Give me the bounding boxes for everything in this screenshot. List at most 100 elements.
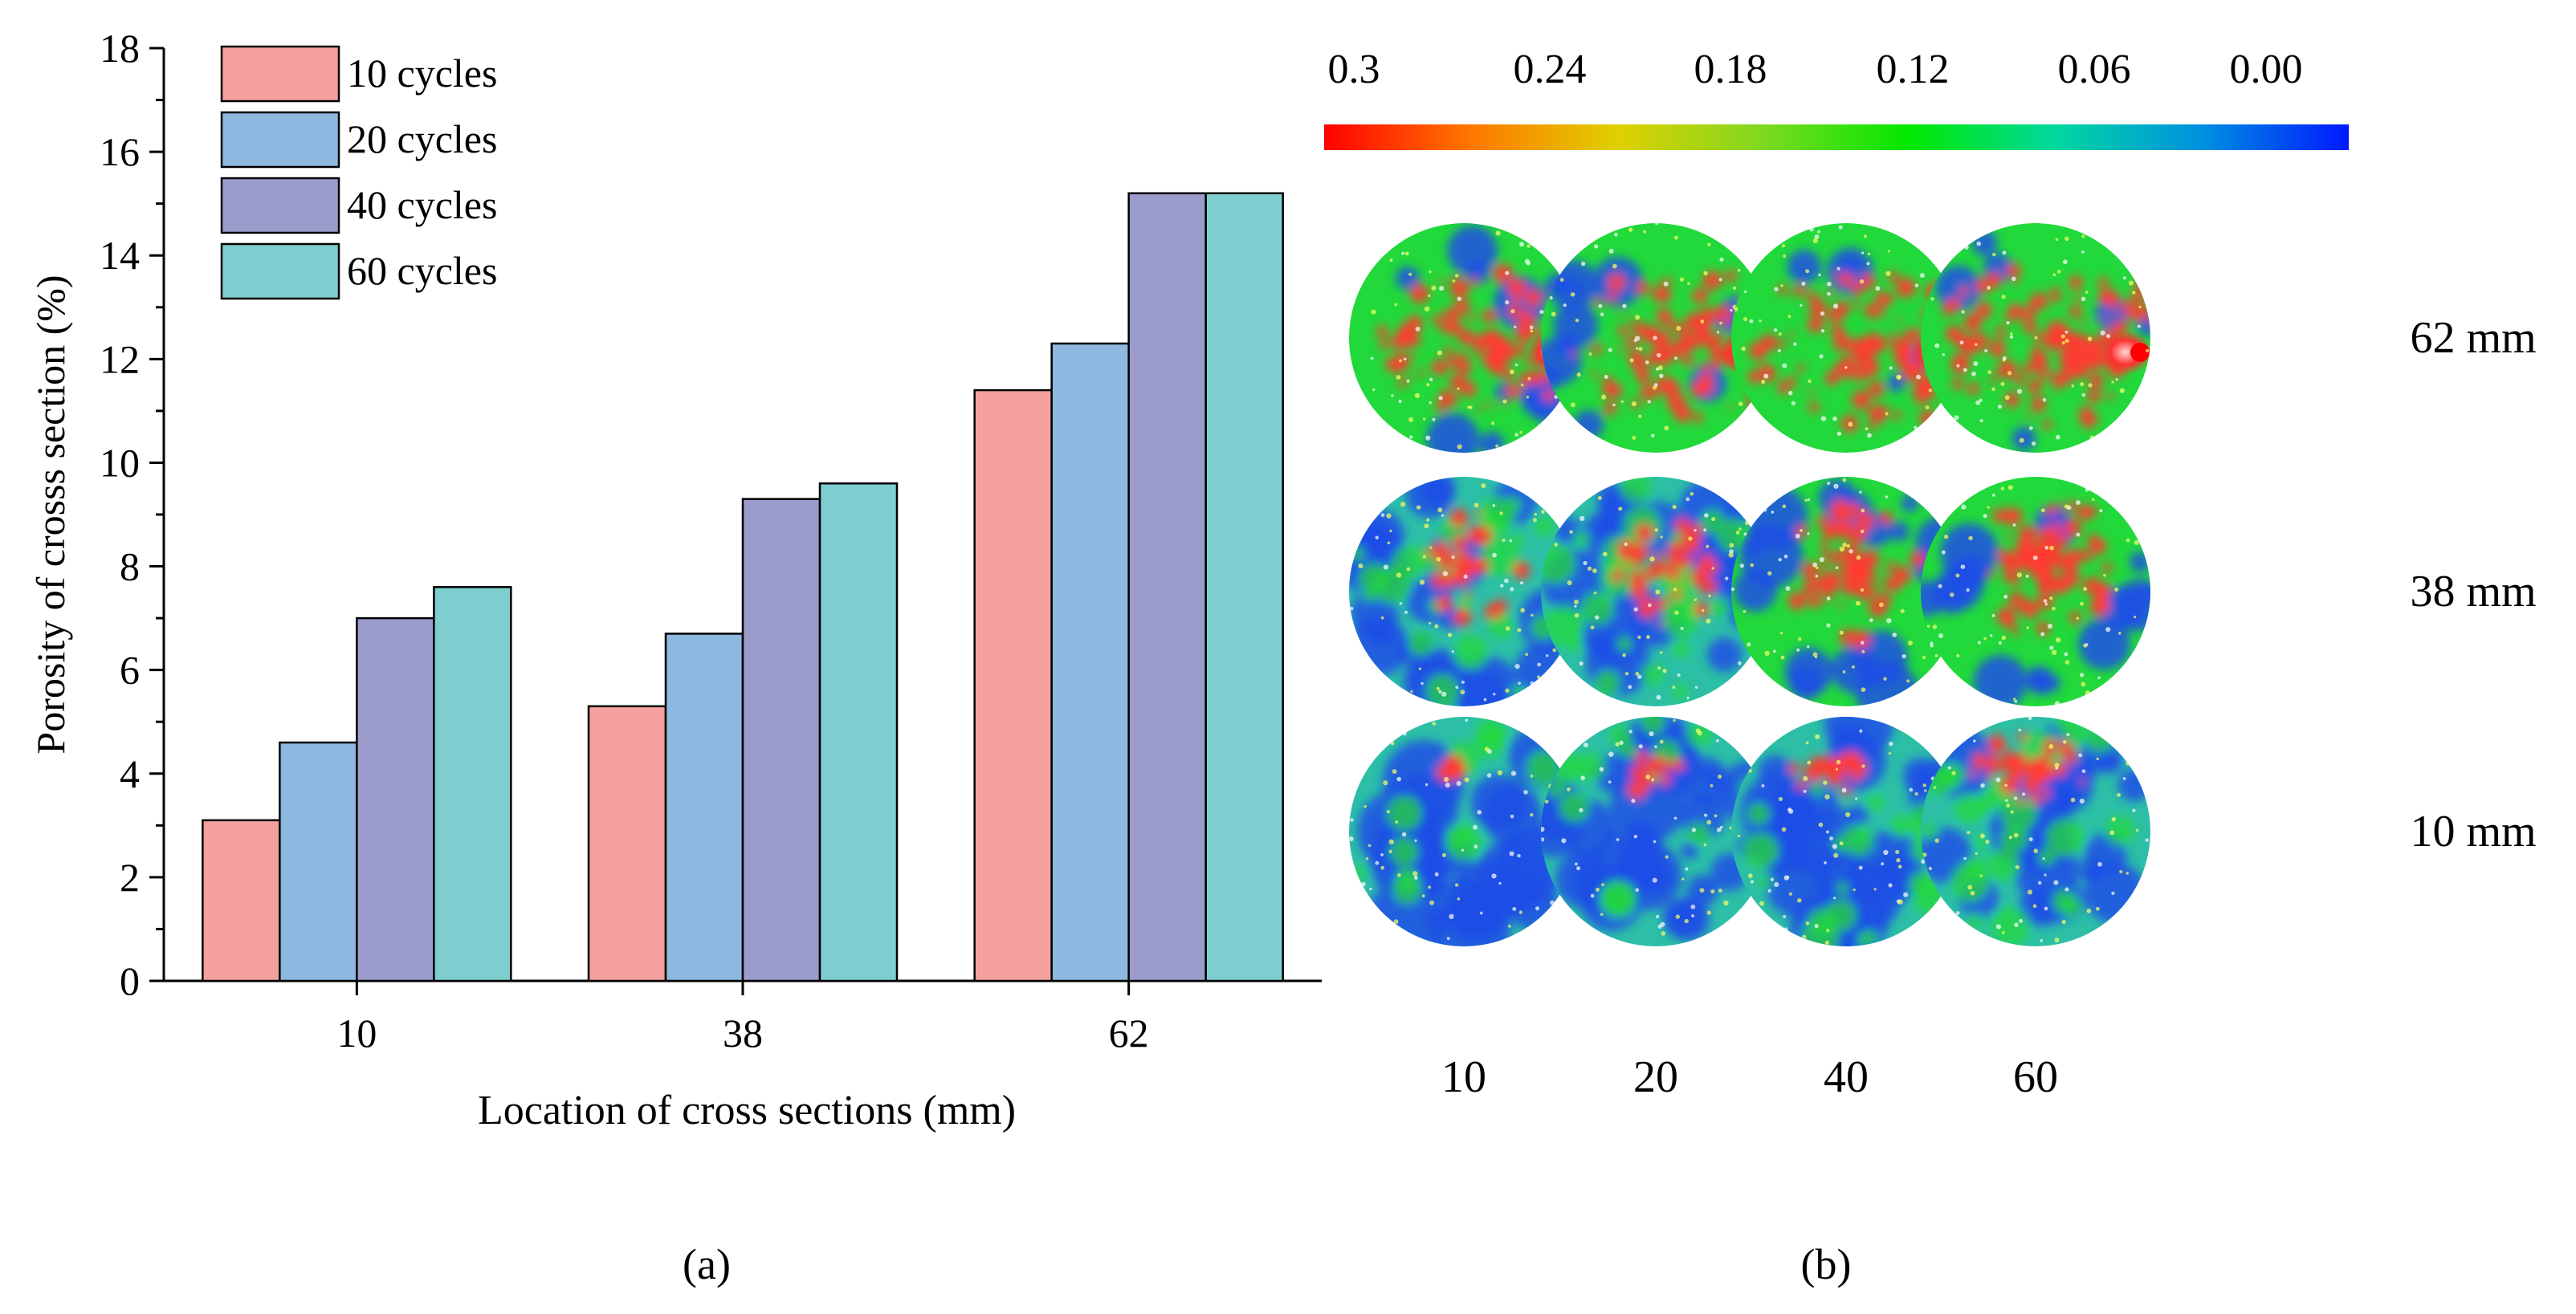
speckle [1561,838,1567,844]
speckle [1394,303,1398,307]
speckle [1865,427,1869,431]
speckle [1463,574,1468,579]
speckle [2022,792,2026,796]
speckle [2043,599,2048,604]
speckle [1783,254,1787,258]
speckle [1778,796,1783,802]
speckle [1350,818,1354,822]
speckle [1959,340,1964,345]
speckle [1646,635,1651,640]
speckle [1743,290,1747,294]
speckle [1739,563,1744,568]
speckle [1922,656,1926,660]
speckle [1387,541,1391,545]
speckle [1781,244,1786,248]
speckle [1436,686,1441,691]
speckle [1975,343,1978,346]
speckle [1415,326,1420,332]
speckle [1554,543,1559,547]
speckle [1774,881,1779,888]
speckle [1429,900,1435,905]
speckle [1695,728,1701,734]
column-label: 40 [1824,1052,1869,1102]
speckle [1437,350,1443,356]
speckle [1445,782,1450,788]
row-label: 38 mm [2410,567,2536,616]
speckle [1645,774,1651,779]
map-texture [1921,717,2150,946]
speckle [1815,734,1820,739]
speckle [1728,552,1734,558]
colorbar [1324,124,2349,150]
speckle [1889,741,1893,746]
speckle [1653,336,1657,340]
speckle [1979,833,1985,839]
speckle [1759,319,1762,323]
speckle [1729,543,1734,548]
speckle [1517,853,1521,858]
speckle [1858,865,1863,870]
speckle [1502,399,1507,404]
speckle [1536,675,1541,679]
speckle [1424,523,1429,529]
speckle [1885,412,1889,416]
speckle [1519,242,1525,247]
cross-section-map-r2-c3 [1921,717,2150,946]
speckle [1694,529,1697,532]
speckle [1457,296,1462,302]
speckle [1414,393,1420,398]
speckle [1649,556,1655,562]
speckle [1788,390,1793,396]
hot-spot [2098,330,2150,375]
speckle [1804,498,1808,502]
speckle [1583,560,1588,566]
column-label: 60 [2013,1052,2058,1102]
speckle [1406,567,1411,572]
speckle [1460,690,1465,695]
speckle [1826,929,1830,933]
speckle [1885,271,1891,276]
speckle [1835,566,1839,570]
speckle [1604,374,1608,379]
speckle [1530,329,1534,333]
speckle [1689,491,1694,496]
speckle [1704,513,1709,518]
speckle [1991,614,1995,617]
speckle [1514,433,1518,437]
speckle [1403,731,1407,736]
speckle [1654,745,1657,749]
speckle [1620,400,1624,404]
speckle [1800,303,1803,307]
speckle [2145,348,2150,353]
speckle [1624,671,1629,676]
speckle [2091,498,2095,502]
speckle [1673,356,1678,360]
speckle [1580,775,1585,781]
speckle [1422,555,1426,559]
speckle [1404,610,1408,614]
speckle [1896,858,1901,863]
speckle [1818,273,1821,277]
speckle [1763,508,1767,512]
speckle [1699,888,1705,893]
speckle [1418,667,1422,670]
speckle [2122,276,2126,280]
speckle [1473,844,1478,849]
speckle [1844,366,1848,369]
speckle [2002,250,2007,255]
speckle [1349,836,1354,842]
speckle [1838,225,1843,230]
speckle [1429,546,1433,549]
speckle [2013,796,2018,800]
speckle [1491,873,1497,879]
speckle [1773,327,1778,332]
speckle [1444,776,1449,783]
speckle [1773,649,1776,653]
speckle [1909,787,1914,792]
speckle [1975,400,1981,405]
speckle [1483,698,1487,702]
speckle [1419,580,1425,585]
speckle [1694,598,1698,601]
speckle [1652,385,1657,390]
speckle [1961,310,1965,314]
